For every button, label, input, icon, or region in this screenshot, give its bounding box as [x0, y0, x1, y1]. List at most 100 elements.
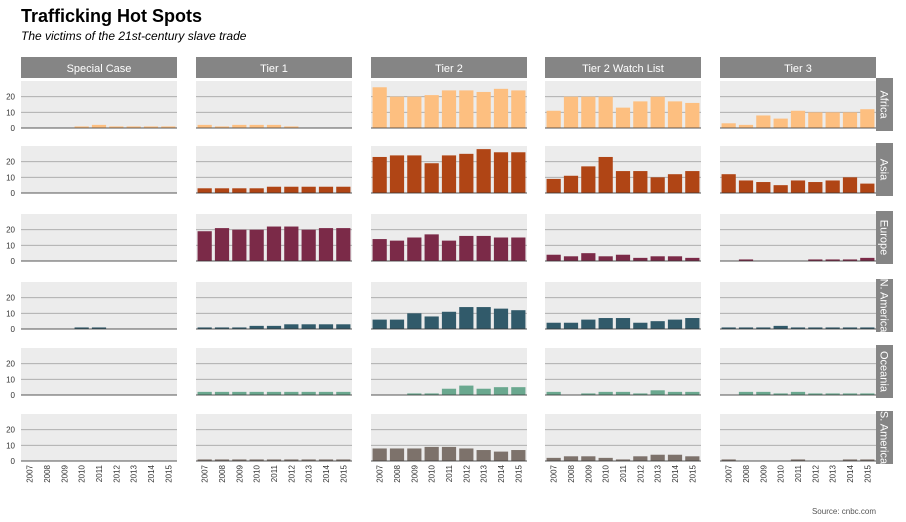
column-strip-tier-2 — [371, 57, 527, 78]
bar-europe-tier-2-watch-list-2015 — [685, 257, 700, 261]
bar-n-america-tier-3-2013 — [825, 327, 840, 329]
bar-europe-tier-2-2007 — [372, 239, 387, 261]
bar-asia-tier-2-watch-list-2013 — [650, 177, 665, 193]
panel-europe-tier-3 — [720, 214, 876, 261]
bar-africa-special-case-2014 — [143, 126, 159, 128]
bar-africa-tier-3-2012 — [808, 112, 823, 128]
bar-europe-tier-2-watch-list-2011 — [615, 254, 631, 261]
bar-africa-tier-2-2011 — [441, 90, 457, 128]
bar-s-america-tier-3-2015 — [860, 459, 875, 461]
x-tick-label: 2011 — [270, 464, 279, 482]
bar-s-america-tier-1-2009 — [232, 459, 247, 461]
bar-s-america-tier-2-2009 — [407, 448, 422, 461]
bar-n-america-tier-3-2009 — [756, 327, 771, 329]
bar-europe-tier-2-2012 — [459, 235, 474, 261]
x-tick-label: 2013 — [130, 464, 139, 482]
bar-s-america-tier-2-watch-list-2011 — [615, 459, 631, 461]
bar-s-america-tier-2-2012 — [459, 448, 474, 461]
bar-n-america-tier-1-2008 — [214, 327, 230, 329]
x-tick-label: 2014 — [497, 464, 506, 482]
bar-n-america-special-case-2011 — [91, 327, 107, 329]
bar-n-america-tier-1-2015 — [336, 324, 351, 329]
bar-africa-tier-1-2007 — [197, 124, 212, 128]
x-tick-label: 2012 — [462, 464, 471, 482]
bar-europe-tier-2-watch-list-2013 — [650, 256, 665, 261]
x-tick-label: 2012 — [287, 464, 296, 482]
bar-europe-tier-1-2011 — [266, 226, 282, 261]
bar-oceania-tier-2-watch-list-2010 — [598, 391, 613, 395]
x-tick-label: 2008 — [43, 464, 52, 482]
y-tick-label: 10 — [6, 241, 15, 250]
bar-s-america-tier-1-2010 — [249, 459, 264, 461]
bar-s-america-tier-2-2013 — [476, 450, 491, 461]
bar-s-america-tier-2-watch-list-2014 — [667, 454, 683, 461]
bar-oceania-tier-1-2013 — [301, 391, 316, 395]
bar-europe-tier-2-2009 — [407, 237, 422, 261]
bar-africa-special-case-2011 — [91, 124, 107, 128]
bar-asia-tier-3-2011 — [790, 180, 806, 193]
bar-n-america-tier-3-2008 — [738, 327, 754, 329]
bar-europe-tier-2-watch-list-2009 — [581, 253, 596, 261]
bar-n-america-tier-2-watch-list-2012 — [633, 322, 648, 329]
bar-asia-tier-1-2013 — [301, 186, 316, 193]
bar-s-america-tier-3-2014 — [842, 459, 858, 461]
bar-s-america-tier-2-2008 — [389, 448, 405, 461]
bar-n-america-tier-2-watch-list-2014 — [667, 319, 683, 329]
bar-n-america-tier-1-2014 — [318, 324, 334, 329]
bar-asia-tier-2-watch-list-2014 — [667, 174, 683, 193]
bar-n-america-tier-2-2007 — [372, 319, 387, 329]
bar-n-america-tier-3-2014 — [842, 327, 858, 329]
bar-africa-tier-2-watch-list-2009 — [581, 96, 596, 128]
y-tick-label: 0 — [11, 325, 16, 334]
bar-n-america-tier-1-2013 — [301, 324, 316, 329]
bar-oceania-tier-2-2013 — [476, 388, 491, 395]
bar-n-america-tier-3-2007 — [721, 327, 736, 329]
bar-asia-tier-2-watch-list-2011 — [615, 171, 631, 193]
x-tick-label: 2015 — [863, 464, 872, 482]
bar-europe-tier-2-2014 — [493, 237, 509, 261]
bar-s-america-tier-1-2015 — [336, 459, 351, 461]
bar-africa-tier-2-2014 — [493, 88, 509, 128]
bar-oceania-tier-3-2010 — [773, 393, 788, 395]
bar-oceania-tier-3-2015 — [860, 393, 875, 395]
bar-oceania-tier-1-2012 — [284, 391, 299, 395]
bar-n-america-tier-1-2011 — [266, 325, 282, 329]
bar-europe-tier-1-2008 — [214, 228, 230, 261]
column-strip-label: Special Case — [67, 63, 132, 75]
y-tick-label: 20 — [6, 226, 15, 235]
column-strip-tier-3 — [720, 57, 876, 78]
bar-africa-tier-3-2014 — [842, 112, 858, 128]
x-tick-label: 2008 — [567, 464, 576, 482]
bar-s-america-tier-1-2012 — [284, 459, 299, 461]
bar-africa-tier-2-2010 — [424, 95, 439, 128]
bar-asia-tier-2-watch-list-2008 — [563, 175, 579, 193]
bar-europe-tier-3-2008 — [738, 259, 754, 261]
bar-africa-tier-2-2012 — [459, 90, 474, 128]
bar-europe-tier-2-2010 — [424, 234, 439, 261]
x-tick-label: 2013 — [305, 464, 314, 482]
bar-n-america-special-case-2010 — [74, 327, 89, 329]
y-tick-label: 10 — [6, 309, 15, 318]
bar-n-america-tier-3-2012 — [808, 327, 823, 329]
bar-asia-tier-1-2009 — [232, 188, 247, 193]
row-strip-africa — [876, 78, 893, 131]
bar-oceania-tier-2-watch-list-2007 — [546, 391, 561, 395]
bar-africa-tier-1-2009 — [232, 124, 247, 128]
bar-n-america-tier-2-2009 — [407, 313, 422, 329]
x-tick-label: 2014 — [322, 464, 331, 482]
panel-s-america-tier-3 — [720, 414, 876, 461]
bar-oceania-tier-2-watch-list-2011 — [615, 391, 631, 395]
row-strip-label: Oceania — [878, 351, 890, 393]
bar-asia-tier-2-2012 — [459, 153, 474, 193]
panel-s-america-tier-2-watch-list — [545, 414, 701, 461]
bar-asia-tier-3-2013 — [825, 180, 840, 193]
panel-europe-special-case — [21, 214, 177, 261]
bar-africa-tier-1-2012 — [284, 126, 299, 128]
bar-asia-tier-3-2015 — [860, 183, 875, 193]
x-tick-label: 2015 — [514, 464, 523, 482]
bar-s-america-tier-2-watch-list-2015 — [685, 456, 700, 461]
x-tick-label: 2013 — [480, 464, 489, 482]
bar-africa-tier-2-2015 — [511, 90, 526, 128]
bar-s-america-tier-2-2015 — [511, 450, 526, 461]
bar-oceania-tier-2-2012 — [459, 385, 474, 395]
